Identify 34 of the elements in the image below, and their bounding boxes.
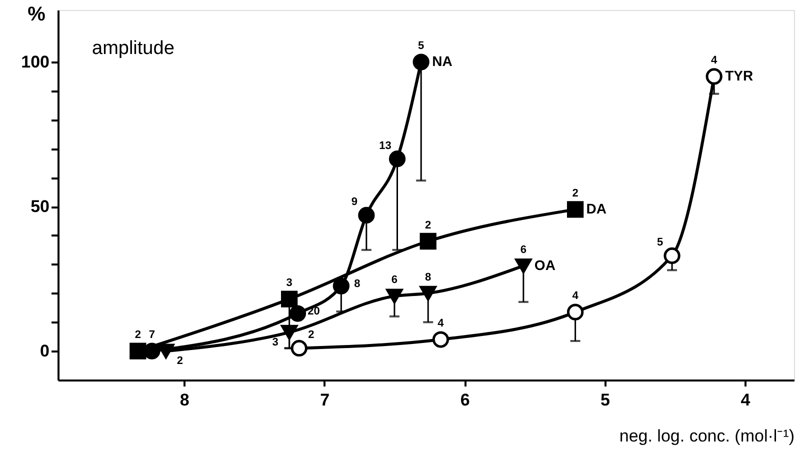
y-tick-label: 100 [21, 52, 50, 72]
annotation: 4 [711, 54, 718, 66]
annotation: 2 [572, 187, 578, 200]
x-tick-label: 6 [460, 390, 470, 410]
annotation: 4 [438, 318, 445, 330]
annotation: 9 [351, 196, 358, 208]
x-tick-label: 8 [180, 390, 190, 410]
x-tick-label: 5 [600, 390, 610, 410]
text: amplitude [92, 38, 174, 59]
series-label: OA [534, 256, 556, 273]
x-tick-label: 4 [740, 390, 751, 410]
annotation: 3 [272, 336, 278, 348]
annotation: 8 [425, 271, 432, 284]
annotation: 7 [148, 329, 155, 342]
annotation: 6 [391, 274, 398, 286]
annotation: 2 [425, 219, 432, 232]
series-label: NA [432, 53, 452, 70]
annotation: 2 [134, 329, 141, 342]
series-label: DA [586, 200, 607, 216]
annotation: 6 [520, 244, 526, 256]
annotation: 2 [176, 355, 184, 368]
series-label: TYR [725, 67, 754, 84]
y-tick-label: 0 [40, 342, 50, 361]
y-axis-title: % [28, 4, 46, 26]
annotation: 2 [308, 329, 314, 342]
annotation: 5 [656, 236, 664, 249]
annotation: 13 [379, 140, 392, 152]
x-tick-label: 7 [320, 390, 330, 410]
x-axis-title: neg. log. conc. (mol·l⁻¹) [619, 426, 794, 446]
annotation: 5 [418, 40, 424, 52]
annotation: 8 [354, 278, 360, 290]
annotation: 4 [572, 290, 580, 302]
y-tick-label: 50 [30, 197, 50, 216]
annotation: 3 [286, 277, 292, 290]
